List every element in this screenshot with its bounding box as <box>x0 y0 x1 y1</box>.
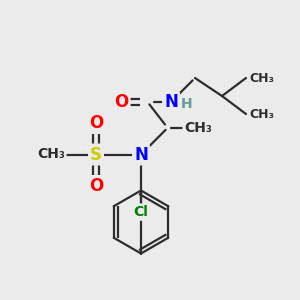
Text: O: O <box>114 93 129 111</box>
Text: CH₃: CH₃ <box>250 71 274 85</box>
Text: H: H <box>181 98 192 111</box>
Text: CH₃: CH₃ <box>184 121 212 134</box>
Text: CH₃: CH₃ <box>250 107 274 121</box>
Text: N: N <box>164 93 178 111</box>
Text: CH₃: CH₃ <box>37 148 65 161</box>
Text: N: N <box>134 146 148 164</box>
Text: O: O <box>89 114 103 132</box>
Text: Cl: Cl <box>134 205 148 219</box>
Text: O: O <box>89 177 103 195</box>
Text: S: S <box>90 146 102 164</box>
